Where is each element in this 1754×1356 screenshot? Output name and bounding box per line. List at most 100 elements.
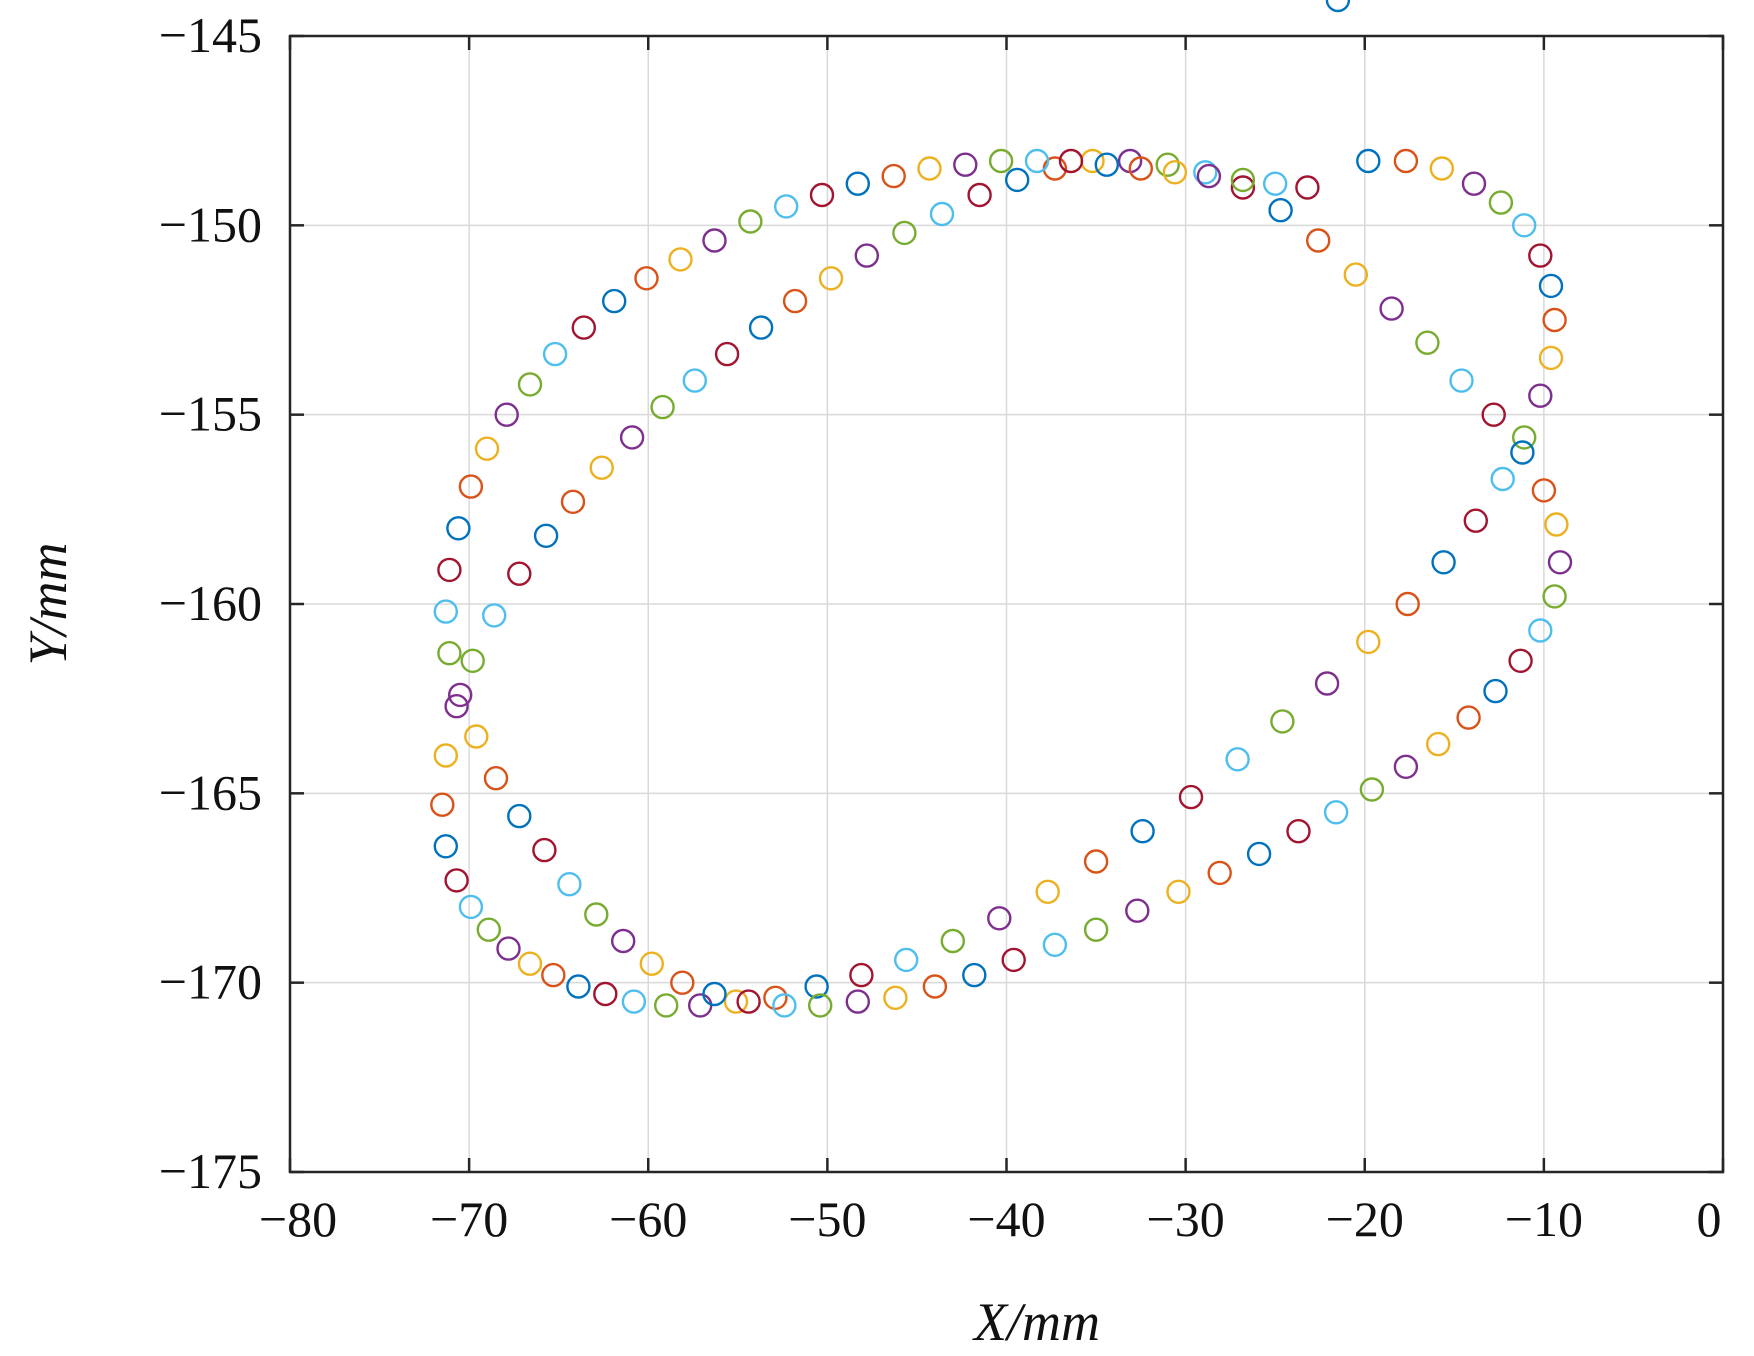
y-tick-label: −175: [159, 1143, 262, 1199]
data-point: [464, 724, 489, 749]
data-point: [1490, 466, 1515, 492]
x-tick-label: −30: [1147, 1191, 1225, 1247]
data-point: [940, 928, 965, 954]
x-tick-label: −40: [967, 1191, 1045, 1247]
data-point: [1305, 228, 1331, 253]
data-point: [542, 341, 568, 367]
data-point: [650, 394, 675, 420]
data-point: [1463, 508, 1489, 533]
data-point: [589, 455, 614, 480]
data-point: [494, 402, 519, 427]
data-point: [1024, 148, 1050, 174]
data-point: [1042, 932, 1068, 957]
data-point: [1531, 478, 1557, 503]
data-point: [557, 872, 582, 897]
data-point: [670, 970, 695, 995]
data-point: [1155, 152, 1180, 177]
data-point: [962, 962, 987, 988]
data-point: [1268, 197, 1293, 223]
data-point: [602, 288, 627, 314]
x-tick-label: −60: [609, 1191, 687, 1247]
data-point: [476, 917, 501, 942]
data-point: [444, 868, 469, 893]
y-tick-label: −155: [159, 386, 262, 442]
data-point: [1207, 860, 1232, 886]
data-point: [682, 368, 707, 393]
data-point: [849, 962, 874, 988]
data-point: [560, 489, 586, 514]
data-point: [967, 182, 992, 208]
x-tick-label: −10: [1505, 1191, 1583, 1247]
data-point: [1483, 678, 1508, 704]
y-tick-label: −145: [159, 7, 262, 63]
x-tick-labels: −80 −70 −60 −50 −40 −30 −20 −10 0: [259, 1191, 1722, 1247]
data-point: [458, 894, 484, 920]
data-point: [1094, 152, 1120, 177]
data-point: [483, 766, 509, 791]
data-point: [1528, 618, 1553, 643]
data-point: [437, 557, 462, 583]
data-point: [621, 989, 647, 1014]
data-point: [772, 993, 797, 1018]
data-point: [433, 743, 458, 768]
data-point: [1166, 879, 1191, 904]
data-point: [458, 474, 484, 499]
data-point: [688, 993, 713, 1018]
data-point: [1125, 898, 1150, 923]
data-point: [444, 694, 469, 719]
data-point: [619, 425, 645, 450]
data-point: [1262, 171, 1288, 196]
data-point: [748, 315, 774, 340]
data-point: [1286, 819, 1311, 844]
data-point: [1325, 0, 1351, 13]
data-point: [1511, 425, 1537, 450]
data-point: [953, 152, 978, 177]
data-point: [1542, 307, 1567, 333]
data-point: [507, 561, 532, 586]
data-point: [1323, 800, 1349, 825]
data-point: [1083, 917, 1109, 942]
data-point: [611, 928, 636, 954]
data-point: [532, 837, 557, 863]
data-point: [634, 266, 659, 291]
data-point: [533, 523, 559, 548]
data-point: [1488, 190, 1514, 215]
data-point: [881, 163, 906, 189]
data-point: [894, 947, 919, 973]
data-point: [507, 803, 532, 829]
data-point: [808, 993, 833, 1018]
x-tick-label: −20: [1326, 1191, 1404, 1247]
data-point: [809, 182, 835, 208]
data-point: [571, 315, 596, 340]
y-tick-label: −170: [159, 954, 262, 1010]
data-point: [1481, 402, 1506, 427]
y-tick-label: −160: [159, 575, 262, 631]
data-point: [845, 989, 870, 1014]
data-point: [854, 243, 879, 268]
data-point: [1225, 747, 1250, 772]
x-tick-label: −80: [259, 1191, 337, 1247]
data-point: [1393, 754, 1419, 779]
data-point: [433, 834, 458, 859]
data-point: [1511, 213, 1537, 238]
data-point: [738, 209, 763, 234]
data-point: [541, 962, 566, 988]
data-point: [437, 641, 462, 666]
data-point: [654, 993, 679, 1018]
data-point: [1425, 731, 1451, 757]
data-point: [566, 974, 591, 999]
data-point: [763, 985, 788, 1010]
data-point: [1359, 777, 1385, 802]
data-point: [433, 599, 458, 624]
data-point: [1538, 273, 1564, 299]
x-tick-label: 0: [1697, 1191, 1722, 1247]
data-point: [1456, 705, 1481, 730]
data-point: [1246, 841, 1272, 867]
data-point: [1005, 167, 1030, 193]
data-point: [987, 906, 1012, 931]
data-point: [1295, 175, 1320, 200]
data-point: [1415, 330, 1440, 355]
data-point: [496, 936, 521, 961]
data-point: [1510, 440, 1535, 465]
data-point: [774, 194, 799, 219]
